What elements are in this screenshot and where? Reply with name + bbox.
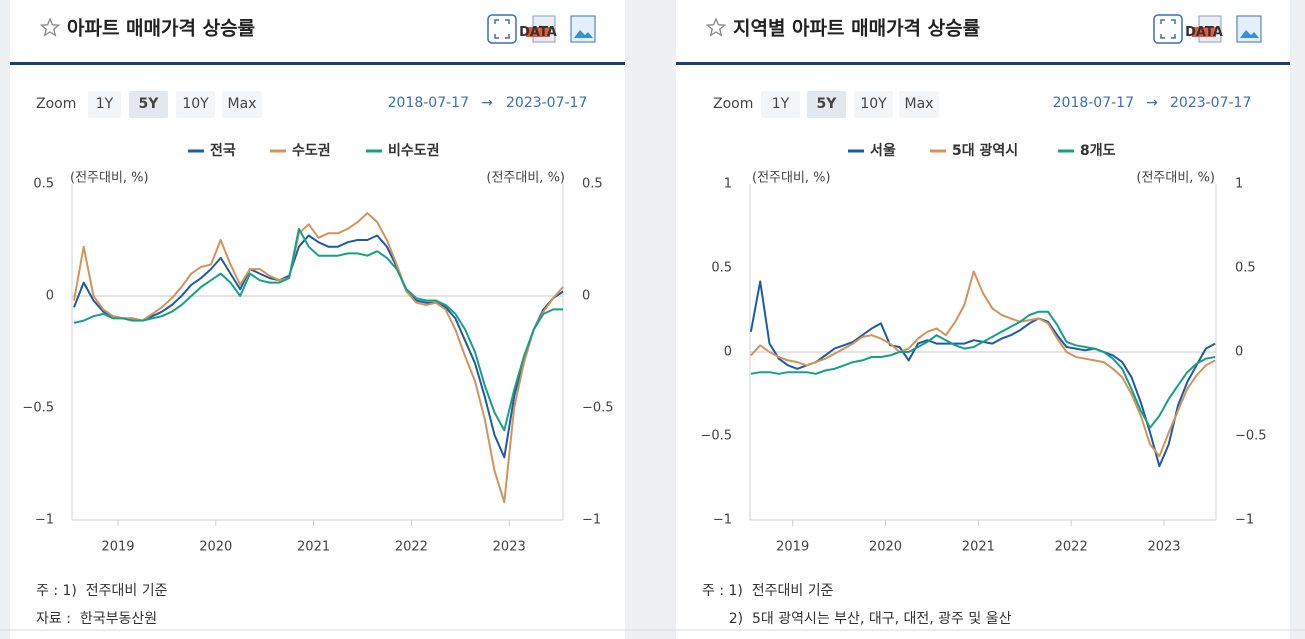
expand-icon: [494, 19, 510, 39]
y-tick-label: 0.5: [33, 177, 54, 192]
favorite-star[interactable]: [705, 17, 727, 37]
zoom-option[interactable]: 1Y: [96, 96, 114, 112]
date-to[interactable]: 2023-07-17: [506, 95, 587, 111]
y2-tick-label: 0.5: [1235, 261, 1256, 276]
y-tick-label: −1: [713, 513, 732, 528]
y-tick-label: −0.5: [700, 429, 732, 444]
y2-tick-label: −1: [1235, 513, 1254, 528]
x-tick-label: 2020: [199, 540, 232, 555]
legend-label[interactable]: 수도권: [292, 143, 331, 159]
x-tick-label: 2022: [1055, 540, 1088, 555]
zoom-label: Zoom: [36, 96, 76, 112]
y-tick-label: −0.5: [22, 401, 54, 416]
zoom-button[interactable]: [88, 91, 121, 118]
image-icon: [574, 30, 593, 38]
zoom-option[interactable]: 5Y: [817, 96, 838, 112]
data-line: [73, 212, 564, 504]
x-tick-label: 2021: [297, 540, 330, 555]
title-rule: [10, 62, 625, 65]
x-tick-label: 2020: [869, 540, 902, 555]
x-tick-label: 2023: [1147, 540, 1180, 555]
zoom-option[interactable]: Max: [228, 96, 257, 112]
footnote: 주 : 1) 전주대비 기준: [36, 583, 168, 599]
y-axis-label: (전주대비, %): [70, 171, 149, 186]
zoom-option[interactable]: 5Y: [139, 96, 160, 112]
x-tick-label: 2021: [962, 540, 995, 555]
x-tick-label: 2019: [101, 540, 134, 555]
data-badge: [526, 27, 550, 37]
y-tick-label: 0: [46, 289, 54, 304]
chart-title: 지역별 아파트 매매가격 상승률: [733, 18, 980, 40]
footnote: 주 : 1) 전주대비 기준: [702, 583, 834, 599]
date-arrow: →: [1146, 95, 1158, 111]
y2-axis-label: (전주대비, %): [486, 171, 565, 186]
legend-label[interactable]: 5대 광역시: [952, 142, 1018, 159]
image-download-button[interactable]: [1236, 15, 1262, 43]
zoom-button[interactable]: [222, 91, 262, 118]
data-line: [750, 270, 1216, 458]
y-tick-label: 0.5: [711, 261, 732, 276]
x-tick-label: 2023: [493, 540, 526, 555]
image-download-button[interactable]: [570, 15, 596, 43]
legend-label[interactable]: 서울: [870, 142, 896, 159]
date-arrow: →: [481, 95, 493, 111]
zoom-option[interactable]: 1Y: [772, 96, 790, 112]
y2-tick-label: −1: [582, 513, 601, 528]
y-tick-label: 0: [724, 345, 732, 360]
y-tick-label: −1: [35, 513, 54, 528]
footnote: 자료 : 한국부동산원: [36, 611, 157, 627]
y-axis-label: (전주대비, %): [752, 171, 831, 186]
zoom-label: Zoom: [713, 96, 753, 112]
legend-label[interactable]: 비수도권: [388, 143, 440, 159]
zoom-button[interactable]: [807, 91, 846, 118]
image-icon: [1240, 30, 1259, 38]
zoom-option[interactable]: 10Y: [860, 96, 887, 112]
date-to[interactable]: 2023-07-17: [1170, 95, 1251, 111]
zoom-option[interactable]: Max: [905, 96, 934, 112]
y-tick-label: 1: [724, 177, 732, 192]
legend-label[interactable]: 전국: [210, 142, 236, 159]
x-tick-label: 2019: [776, 540, 809, 555]
y2-tick-label: 0: [1235, 345, 1243, 360]
data-line: [750, 310, 1216, 429]
y2-tick-label: −0.5: [1235, 429, 1267, 444]
data-badge-label: DATA: [1185, 25, 1223, 40]
zoom-option[interactable]: 10Y: [182, 96, 209, 112]
footnote: 2) 5대 광역시는 부산, 대구, 대전, 광주 및 울산: [702, 611, 1012, 627]
y2-tick-label: 0: [582, 289, 590, 304]
zoom-button[interactable]: [854, 91, 893, 118]
data-line: [73, 227, 563, 432]
data-badge-label: DATA: [519, 25, 557, 40]
x-tick-label: 2022: [395, 540, 428, 555]
y2-axis-label: (전주대비, %): [1136, 171, 1215, 186]
expand-button[interactable]: [1153, 14, 1183, 44]
favorite-star[interactable]: [39, 17, 61, 37]
zoom-button[interactable]: [899, 91, 939, 118]
data-badge: [1192, 27, 1216, 37]
chart-title: 아파트 매매가격 상승률: [67, 18, 255, 40]
zoom-button[interactable]: [176, 91, 215, 118]
zoom-button[interactable]: [761, 91, 800, 118]
y2-tick-label: 0.5: [582, 177, 603, 192]
date-from[interactable]: 2018-07-17: [1053, 95, 1134, 111]
legend-label[interactable]: 8개도: [1080, 143, 1116, 159]
zoom-button[interactable]: [129, 91, 168, 118]
date-from[interactable]: 2018-07-17: [388, 95, 469, 111]
data-line: [73, 234, 564, 459]
expand-icon: [1160, 19, 1176, 39]
y2-tick-label: 1: [1235, 177, 1243, 192]
expand-button[interactable]: [487, 14, 517, 44]
y2-tick-label: −0.5: [582, 401, 614, 416]
title-rule: [676, 62, 1290, 65]
